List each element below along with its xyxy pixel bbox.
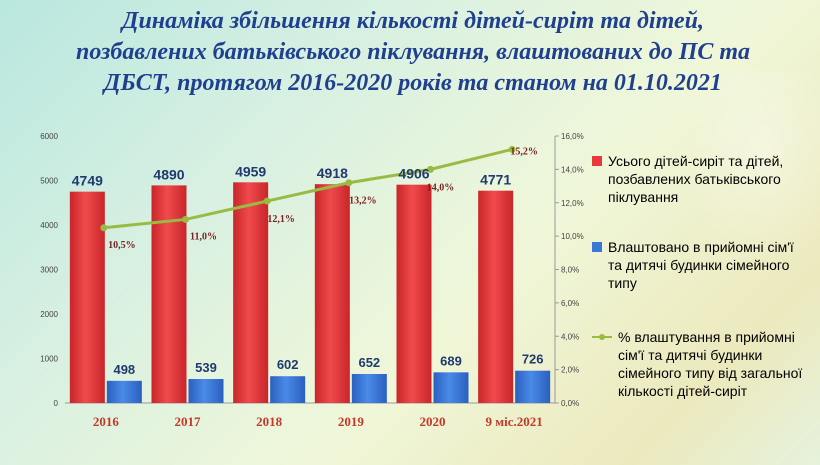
legend-item-percent: % влаштування в прийомні сім'ї та дитячі…	[592, 328, 814, 400]
bar-total	[396, 184, 432, 403]
bar-total	[233, 182, 269, 403]
data-label-placed: 539	[195, 360, 217, 375]
bar-total	[69, 191, 105, 403]
bar-placed	[433, 372, 469, 403]
y-right-tick-label: 6,0%	[561, 299, 579, 308]
chart-title-line-2: позбавлених батьківського піклування, вл…	[75, 39, 751, 65]
legend-label-total: Усього дітей-сиріт та дітей, позбавлених…	[608, 153, 784, 205]
legend-item-total: Усього дітей-сиріт та дітей, позбавлених…	[592, 152, 804, 206]
data-label-placed: 652	[358, 355, 380, 370]
data-label-placed: 726	[522, 352, 544, 367]
percent-point	[182, 215, 189, 223]
percent-point	[100, 224, 108, 232]
y-right-tick-label: 0,0%	[561, 399, 579, 408]
bar-placed	[188, 379, 224, 403]
y-right-tick-label: 8,0%	[561, 266, 579, 275]
percent-line	[103, 147, 513, 230]
data-label-percent: 11,0%	[190, 231, 217, 242]
bar-placed	[351, 373, 387, 403]
x-tick-label: 9 міс.2021	[486, 414, 543, 429]
bar-placed	[515, 370, 551, 403]
data-label-total: 4959	[235, 163, 266, 179]
data-label-percent: 10,5%	[108, 240, 136, 251]
bar-total	[314, 184, 350, 403]
data-label-percent: 15,2%	[510, 146, 538, 157]
legend-swatch-red	[592, 156, 602, 166]
x-tick-label: 2018	[256, 414, 283, 429]
y-right-tick-label: 4,0%	[561, 332, 579, 341]
y-left-tick-label: 1000	[40, 355, 58, 364]
data-label-total: 4918	[317, 165, 348, 181]
percent-point	[345, 179, 353, 187]
y-right-tick-label: 16,0%	[561, 132, 584, 141]
data-label-total: 4906	[398, 166, 429, 182]
legend-swatch-line	[592, 331, 612, 343]
y-left-tick-label: 5000	[40, 177, 58, 186]
legend-label-placed: Влаштовано в прийомні сім'ї та дитячі бу…	[608, 239, 794, 291]
legend-swatch-blue	[592, 242, 602, 252]
bar-total	[151, 185, 187, 403]
data-label-placed: 602	[277, 357, 299, 372]
y-right-tick-label: 2,0%	[561, 366, 579, 375]
chart-title-line-1: Динаміка збільшення кількості дітей-сирі…	[122, 8, 704, 34]
chart-title: Динаміка збільшення кількості дітей-сирі…	[18, 6, 808, 99]
x-tick-label: 2020	[420, 414, 446, 429]
y-right-tick-label: 14,0%	[561, 165, 584, 174]
y-left-tick-label: 4000	[40, 221, 58, 230]
data-label-total: 4771	[480, 172, 511, 188]
bar-placed	[106, 380, 142, 403]
data-label-total: 4749	[72, 173, 103, 189]
y-left-tick-label: 3000	[40, 266, 58, 275]
x-tick-label: 2017	[175, 414, 202, 429]
background-portrait-watermark	[680, 70, 820, 270]
percent-point	[427, 165, 434, 173]
data-label-placed: 498	[113, 362, 135, 377]
bar-total	[478, 190, 514, 403]
y-right-tick-label: 12,0%	[561, 199, 584, 208]
data-label-percent: 12,1%	[267, 214, 295, 225]
x-tick-label: 2016	[93, 414, 120, 429]
y-left-tick-label: 6000	[40, 132, 58, 141]
bar-placed	[270, 376, 306, 403]
data-label-percent: 13,2%	[349, 196, 377, 207]
y-left-tick-label: 0	[54, 399, 59, 408]
data-label-placed: 689	[440, 353, 462, 368]
data-label-percent: 14,0%	[427, 182, 455, 193]
y-right-tick-label: 10,0%	[561, 232, 584, 241]
legend-label-percent: % влаштування в прийомні сім'ї та дитячі…	[618, 329, 803, 399]
chart-title-line-3: ДБСТ, протягом 2016-2020 років та станом…	[104, 70, 722, 96]
legend-item-placed: Влаштовано в прийомні сім'ї та дитячі бу…	[592, 238, 804, 292]
y-left-tick-label: 2000	[40, 310, 58, 319]
percent-point	[263, 197, 271, 205]
data-label-total: 4890	[153, 166, 184, 182]
percent-point	[508, 145, 516, 153]
x-tick-label: 2019	[338, 414, 365, 429]
